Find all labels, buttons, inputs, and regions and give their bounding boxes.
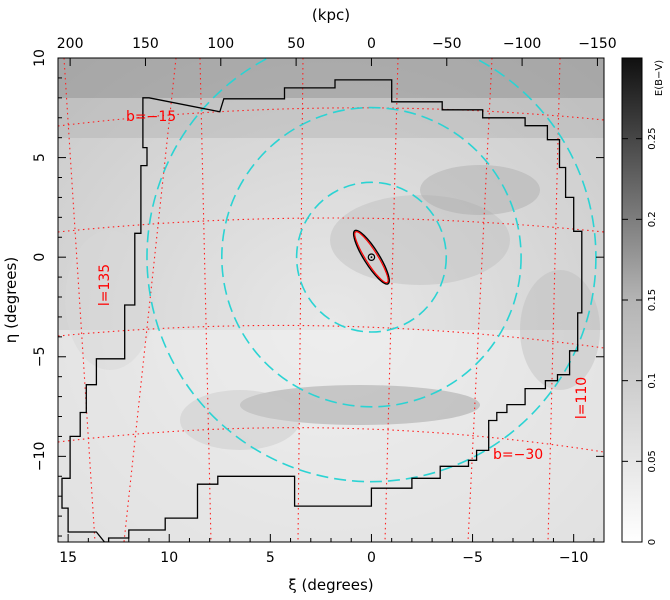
- radius-circle: [295, 181, 448, 333]
- y-axis-title: η (degrees): [2, 257, 20, 343]
- top-tick-label: 200: [57, 36, 84, 52]
- longitude-gridline: [467, 58, 493, 542]
- colorbar-ticks: 0 0.05 0.1 0.15 0.2 0.25: [622, 128, 658, 545]
- y-tick-label: −10: [32, 442, 48, 472]
- latitude-gridline: [58, 324, 604, 349]
- top-tick-label: −100: [503, 36, 541, 52]
- top-tick-label: −150: [578, 36, 616, 52]
- grid-label: b=−30: [493, 447, 543, 463]
- center-marker-dot: [370, 256, 373, 259]
- longitude-gridline: [199, 58, 212, 542]
- grid-label: l=135: [97, 264, 113, 306]
- x-tick-label: 10: [160, 550, 178, 566]
- longitude-gridline: [63, 58, 96, 542]
- top-tick-label: 100: [207, 36, 234, 52]
- top-tick-label: 0: [367, 36, 376, 52]
- longitude-gridline: [547, 58, 561, 542]
- top-tick-label: 50: [287, 36, 305, 52]
- radius-circle: [221, 106, 522, 408]
- galaxy-ellipse: [352, 229, 390, 285]
- colorbar-label: E(B−V): [654, 60, 665, 96]
- colorbar-tick-label: 0.05: [647, 450, 658, 472]
- radius-circle: [146, 58, 597, 483]
- x-tick-label: −5: [462, 550, 483, 566]
- survey-footprint-outline: [61, 79, 583, 542]
- x-tick-label: −10: [559, 550, 589, 566]
- galaxy-ellipse-inner: [354, 231, 389, 284]
- colorbar-tick-label: 0.25: [647, 128, 658, 150]
- latitude-gridline: [58, 217, 604, 233]
- survey-footprint: [61, 79, 583, 542]
- colorbar: 0 0.05 0.1 0.15 0.2 0.25 E(B−V): [621, 57, 665, 545]
- grid-label: b=−15: [126, 109, 176, 125]
- y-tick-label: 10: [32, 49, 48, 67]
- y-tick-label: 0: [32, 253, 48, 262]
- latitude-gridline: [58, 107, 604, 127]
- longitude-gridline: [123, 58, 177, 542]
- colorbar-tick-label: 0.1: [647, 373, 658, 389]
- galaxy-ellipse-outline: [352, 229, 390, 285]
- top-tick-label: 150: [132, 36, 159, 52]
- x-tick-label: 0: [367, 550, 376, 566]
- colorbar-tick-label: 0.2: [647, 211, 658, 227]
- center-marker: [367, 253, 376, 261]
- grid-label: l=110: [574, 377, 590, 419]
- galactic-grid: [58, 58, 604, 542]
- latitude-gridline: [58, 427, 604, 453]
- radius-circles: [146, 58, 597, 483]
- longitude-gridline: [297, 58, 304, 542]
- galactic-grid-labels: b=−15 b=−30 l=135 l=110: [97, 109, 590, 463]
- dust-extinction-map: [58, 58, 604, 542]
- y-tick-label: 5: [32, 153, 48, 162]
- colorbar-tick-label: 0.15: [647, 289, 658, 311]
- longitude-gridline: [384, 58, 399, 542]
- x-axis-title: ξ (degrees): [288, 576, 373, 594]
- top-axis-title: (kpc): [312, 6, 350, 24]
- top-tick-label: −50: [432, 36, 462, 52]
- colorbar-tick-label: 0: [647, 539, 658, 545]
- x-tick-label: 15: [59, 550, 77, 566]
- y-tick-label: −5: [32, 346, 48, 367]
- x-tick-label: 5: [266, 550, 275, 566]
